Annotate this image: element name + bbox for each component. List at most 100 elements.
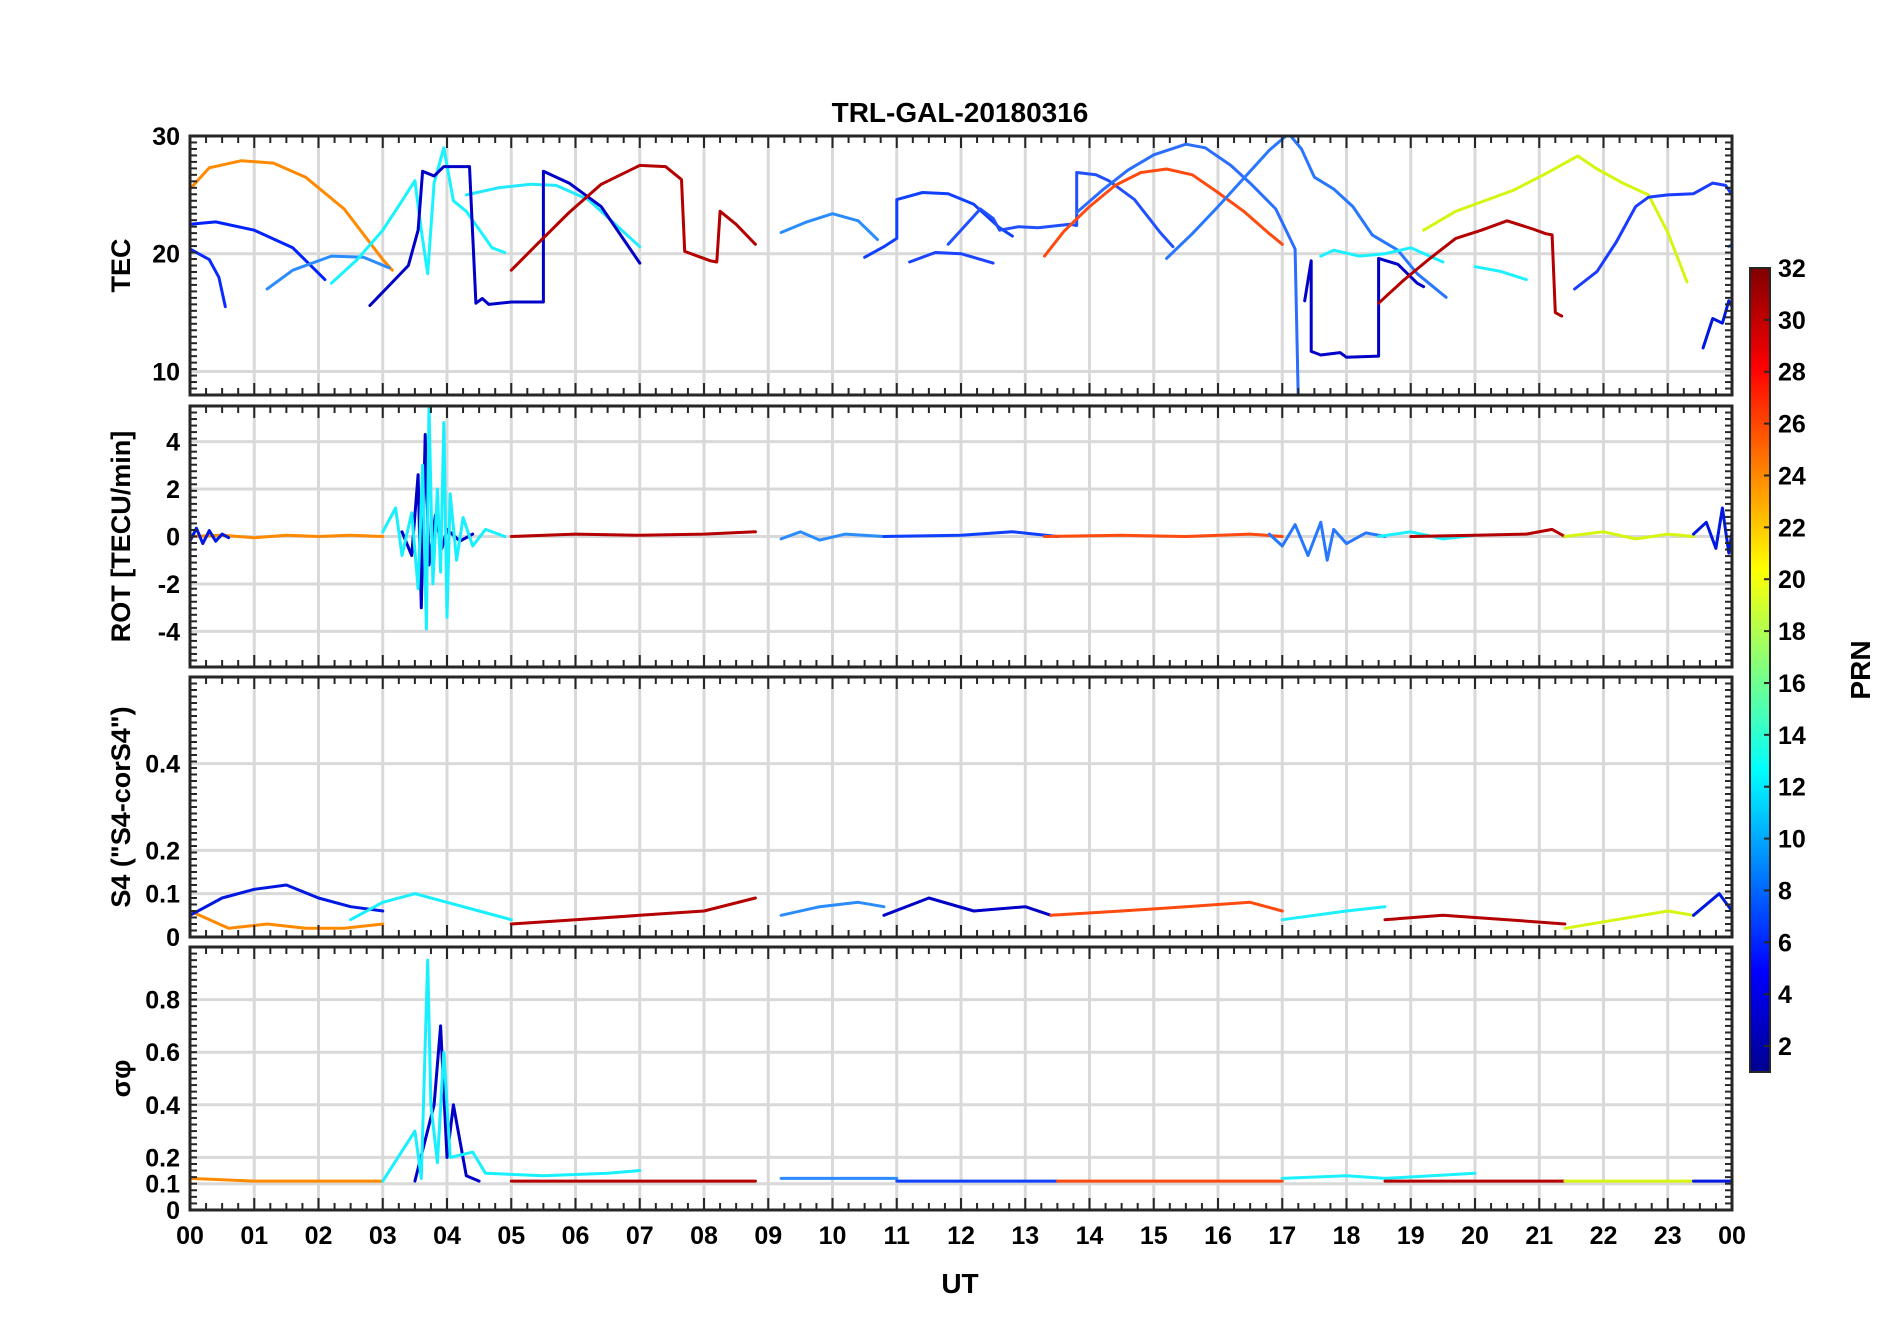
series-group [190,136,1732,395]
y-tick-label: 0.2 [145,1144,180,1172]
series-line-prn-12 [329,146,507,285]
x-tick-label: 10 [819,1222,847,1250]
series-line-prn-12 [1319,246,1445,264]
series-line-prn-12 [381,958,642,1183]
x-tick-label: 17 [1268,1222,1296,1250]
x-tick-label: 18 [1333,1222,1361,1250]
colorbar-tick-label: 10 [1778,826,1806,854]
series-line-prn-30 [1377,219,1564,318]
x-tick-label: 16 [1204,1222,1232,1250]
panel-rot: -4 -2 0 2 4 ROT [TECU/min] [106,404,1734,669]
axes-box [188,945,1734,1212]
series-line-prn-22 [190,159,394,272]
series-line-prn-8 [1165,136,1448,299]
colorbar-tick-label: 20 [1778,566,1806,594]
series-line-prn-2 [882,896,1053,917]
y-tick-label: 0.2 [145,837,180,865]
colorbar-tick-label: 18 [1778,618,1806,646]
x-tick-label: 02 [305,1222,333,1250]
series-line-prn-4 [1701,299,1732,350]
series-line-prn-22 [190,1176,385,1183]
series-line-prn-6 [946,171,1175,249]
x-tick-label: 15 [1140,1222,1168,1250]
series-group [190,958,1732,1183]
y-tick-label: 0.4 [145,751,180,779]
series-line-prn-9 [779,900,886,917]
y-tick-label: -4 [158,618,180,646]
series-line-prn-5 [863,191,1014,259]
y-tick-label: 0.4 [145,1092,180,1120]
series-line-prn-9 [265,254,391,291]
colorbar-tick-label: 22 [1778,514,1806,542]
y-tick-label: 0.1 [145,1171,180,1199]
y-tick-label: 4 [166,429,180,457]
x-tick-label: 11 [884,1222,911,1250]
colorbar-tick-label: 8 [1778,877,1792,905]
x-tick-label: 06 [562,1222,590,1250]
series-line-prn-2 [400,433,475,610]
x-axis-label: UT [941,1268,978,1299]
series-line-prn-30 [1409,527,1567,538]
series-line-prn-5 [1573,181,1732,291]
colorbar-tick-label: 30 [1778,307,1806,335]
chart-title: TRL-GAL-20180316 [832,97,1089,128]
series-group [190,883,1732,930]
series-line-prn-2 [368,165,642,307]
series-line-prn-12 [1280,1171,1477,1180]
colorbar-tick-label: 4 [1778,981,1792,1009]
series-line-prn-5 [190,247,227,309]
y-axis-label: S4 ("S4-corS4") [106,706,136,907]
colorbar-tick-label: 6 [1778,929,1792,957]
x-tick-label: 21 [1525,1222,1553,1250]
y-axis-label: ROT [TECU/min] [106,431,136,642]
series-line-prn-12 [464,182,642,249]
y-axis-label: TEC [106,239,136,293]
colorbar-tick-label: 14 [1778,722,1806,750]
axes-box [188,404,1734,669]
series-line-prn-20 [1563,530,1695,541]
x-tick-label: 23 [1654,1222,1682,1250]
y-tick-label: 0 [166,1197,180,1225]
y-tick-label: 30 [152,123,180,151]
colorbar-tick-label: 32 [1778,255,1806,283]
y-tick-label: 2 [166,476,180,504]
y-tick-label: 10 [152,358,180,386]
colorbar-tick-label: 16 [1778,670,1806,698]
series-line-prn-2 [1303,256,1426,359]
y-tick-label: 0.6 [145,1039,180,1067]
series-line-prn-9 [779,212,879,242]
series-line-prn-12 [349,892,513,922]
x-tick-label: 09 [754,1222,782,1250]
series-line-prn-5 [882,530,1059,538]
series-line-prn-8 [1267,520,1387,562]
series-line-prn-31 [509,530,757,538]
x-tick-label: 14 [1076,1222,1104,1250]
colorbar-label: PRN [1845,640,1876,699]
series-line-prn-22 [190,909,385,930]
series-line-prn-4 [190,526,231,546]
x-tick-labels: 00 01 02 03 04 05 06 07 08 09 10 11 12 13 14 15 16 17 18 19… [176,1222,1746,1250]
series-line-prn-31 [509,896,757,926]
panel-tec: 10 20 30 TEC [106,123,1734,397]
series-line-prn-12 [1280,905,1387,922]
x-tick-label: 07 [626,1222,654,1250]
series-line-prn-12 [381,406,507,631]
series-line-prn-12 [1473,265,1528,282]
colorbar-tick-label: 12 [1778,774,1806,802]
x-tick-label: 19 [1397,1222,1425,1250]
y-tick-label: -2 [158,571,180,599]
panel-s4: 0 0.1 0.2 0.4 S4 ("S4-corS4") [106,675,1734,952]
axes-box [188,134,1734,397]
x-tick-label: 12 [947,1222,975,1250]
y-tick-label: 0 [166,924,180,952]
series-line-prn-20 [1422,154,1689,284]
series-line-prn-3 [190,220,327,282]
series-group [190,406,1732,631]
x-tick-label: 00 [176,1222,204,1250]
series-line-prn-20 [1563,909,1695,930]
colorbar-tick-label: 2 [1778,1033,1792,1061]
series-line-prn-26 [1049,900,1284,917]
panel-sigphi: 00.10.2 0.4 0.6 0.8 σφ [106,945,1734,1225]
